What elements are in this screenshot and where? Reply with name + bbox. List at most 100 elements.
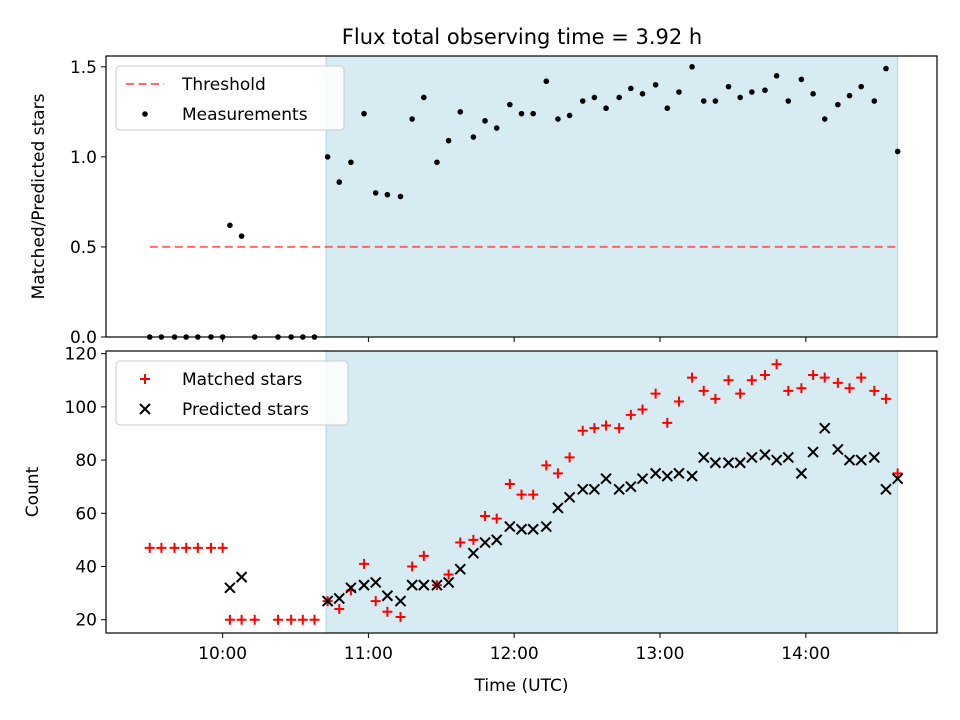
measurement-point [652,82,659,88]
y-tick-label: 120 [65,345,97,365]
matched-star-marker [759,369,770,380]
legend: Matched stars Predicted stars [115,360,349,426]
predicted-star-marker [709,457,722,469]
measurement-point [712,98,719,104]
matched-star-marker [808,369,819,380]
measurement-point [810,91,816,97]
matched-star-marker [468,534,479,545]
predicted-star-marker [625,480,637,493]
y-tick-label: 0.0 [70,328,97,348]
y-tick-label: 20 [75,611,97,631]
matched-star-marker [723,375,734,386]
matched-star-marker [637,404,648,415]
observing-window-shade [325,350,899,634]
predicted-star-marker [454,563,466,575]
measurement-point [628,85,634,92]
measurement-point [384,191,391,198]
measurement-point [566,112,573,119]
matched-star-marker [455,537,466,548]
legend-box [115,360,349,426]
predicted-star-marker [381,590,394,602]
measurement-point [676,89,682,95]
y-tick-label: 1.5 [70,58,97,78]
matched-star-marker [205,542,216,553]
matched-star-marker [746,375,757,386]
measurement-point [798,76,805,83]
matched-star-marker [224,614,235,625]
measurement-point [664,105,671,112]
predicted-star-marker [868,451,881,464]
predicted-star-marker [698,451,710,464]
matched-star-marker [309,614,320,625]
matched-star-marker [735,388,746,399]
y-tick-label: 100 [65,398,97,418]
top-panel: 0.0 0.5 1.0 1.5 Matched/Predicted stars Thres… [29,55,938,348]
predicted-star-marker [636,472,649,485]
predicted-star-marker [807,446,819,458]
matched-star-marker [504,479,515,490]
measurement-point [883,65,889,72]
measurement-point [749,89,755,95]
measurement-point [238,233,245,239]
measurement-point [835,101,841,108]
predicted-star-marker [540,520,552,533]
predicted-star-marker [418,579,430,591]
legend-measurement-swatch [142,111,148,117]
matched-star-marker [710,393,721,404]
matched-star-marker [577,425,588,436]
chart-title: Flux total observing time = 3.92 h [342,25,702,49]
predicted-star-marker [235,571,248,583]
matched-star-marker [334,604,345,615]
predicted-star-marker [358,579,370,591]
measurement-point [846,92,853,99]
matched-star-marker [236,614,247,625]
x-tick-label: 14:00 [781,644,830,664]
measurement-point [785,98,792,104]
predicted-star-marker [321,595,334,607]
measurement-point [361,110,367,117]
y-tick-label: 40 [75,557,97,577]
matched-star-marker [273,614,284,625]
bottom-panel: 20 40 60 80 100 120 10:00 11:00 12:00 13:00 14:00 C… [23,345,938,696]
matched-star-marker [192,542,203,553]
matched-star-marker [395,612,406,623]
measurement-point [348,159,354,166]
predicted-star-marker [770,454,783,466]
matched-star-marker [382,606,393,617]
measurement-point [543,78,550,85]
predicted-star-marker [491,534,503,546]
legend-label: Threshold [181,75,266,95]
legend-label: Predicted stars [182,400,309,420]
matched-star-marker [662,417,673,428]
measurement-point [858,83,864,90]
predicted-star-marker [333,592,345,605]
observing-window-shade [325,55,899,338]
matched-star-marker [856,372,867,383]
measurement-point [493,125,500,131]
matched-star-marker [601,420,612,431]
predicted-star-marker [722,457,735,469]
matched-star-marker [181,542,192,553]
measurement-point [894,148,901,155]
measurement-point [616,94,622,101]
measurement-point [397,193,404,200]
predicted-star-marker [577,483,589,496]
matched-star-marker [771,359,782,370]
matched-star-marker [541,460,552,471]
matched-star-marker [144,542,155,553]
matched-star-marker [880,393,891,404]
y-axis-label: Count [23,466,43,517]
predicted-star-marker [795,467,808,480]
predicted-star-marker [515,523,528,535]
measurement-point [555,116,561,122]
matched-star-marker [528,489,539,500]
y-tick-label: 1.0 [70,148,97,168]
legend-label: Measurements [182,105,308,125]
predicted-star-marker [431,579,443,591]
predicted-star-marker [406,579,418,591]
predicted-star-marker [467,547,480,559]
measurement-point [409,116,415,122]
measurement-point [871,98,878,104]
y-tick-label: 60 [75,504,97,524]
